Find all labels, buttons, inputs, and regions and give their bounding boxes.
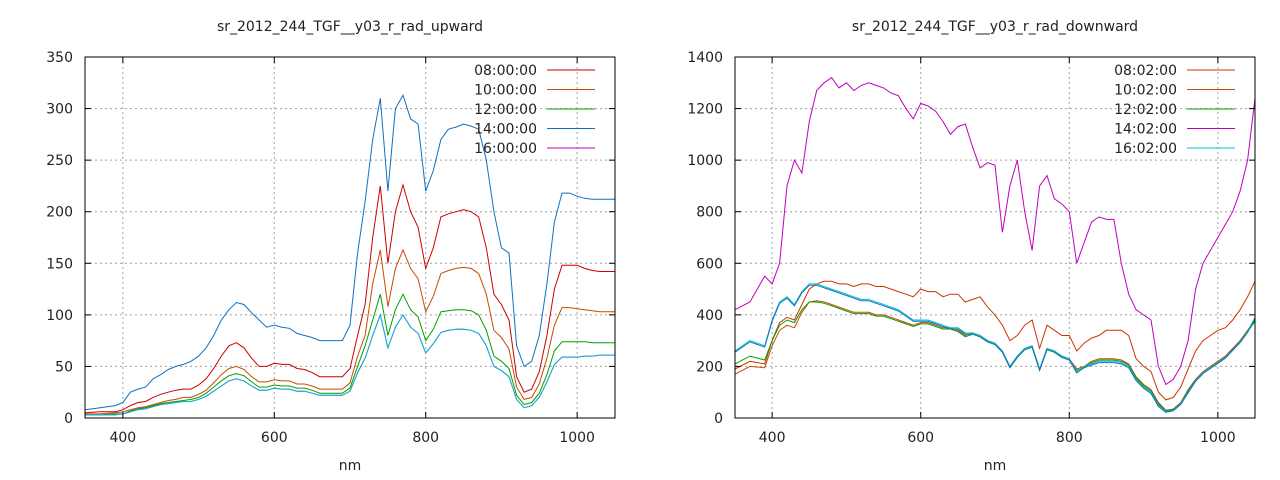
x-tick-label: 400 [759,430,786,446]
legend-label: 16:02:00 [1114,141,1177,157]
series-line-0 [734,280,1256,401]
legend-label: 14:00:00 [474,122,537,138]
legend-label: 12:02:00 [1114,102,1177,118]
x-tick-label: 600 [261,430,288,446]
y-tick-label: 150 [46,256,73,272]
y-tick-label: 50 [55,359,73,375]
y-tick-label: 800 [696,205,723,221]
series-line-0 [84,183,615,414]
plot-frame [734,56,1256,419]
legend-label: 10:00:00 [474,83,537,99]
x-axis-label: nm [984,458,1007,474]
y-tick-label: 0 [64,411,73,427]
x-axis-label: nm [339,458,362,474]
y-tick-label: 1000 [687,153,723,169]
legend-label: 16:00:00 [474,141,537,157]
series-line-1 [734,300,1256,411]
chart-upward: 400 600 800 1000 0 50 100 150 200 250 300 350 sr_201… [46,19,616,474]
legend-label: 08:02:00 [1114,63,1177,79]
y-tick-label: 250 [46,153,73,169]
legend-label: 14:02:00 [1114,122,1177,138]
legend-label: 10:02:00 [1114,83,1177,99]
y-tick-label: 1400 [687,50,723,66]
x-tick-label: 400 [109,430,136,446]
x-tick-label: 1000 [1200,430,1236,446]
x-tick-label: 800 [412,430,439,446]
series-line-4 [85,313,615,416]
x-tick-label: 1000 [559,430,595,446]
legend-label: 08:00:00 [474,63,537,79]
series-line-2 [85,293,615,416]
chart-downward: 400 600 800 1000 0 200 400 600 800 1000 1200 1400 sr… [687,19,1256,474]
y-tick-label: 200 [696,359,723,375]
y-tick-label: 200 [46,205,73,221]
y-tick-label: 400 [696,308,723,324]
series-line-1 [85,248,615,415]
series-line-5 [734,284,1256,413]
x-tick-label: 800 [1056,430,1083,446]
series-line-4 [734,283,1256,413]
x-tick-label: 600 [907,430,934,446]
series-line-2 [734,301,1256,412]
series-line-5 [85,313,615,416]
y-tick-label: 600 [696,256,723,272]
chart-title: sr_2012_244_TGF__y03_r_rad_upward [217,19,483,35]
chart-title: sr_2012_244_TGF__y03_r_rad_downward [852,19,1138,35]
plot-frame [84,56,616,419]
y-tick-label: 300 [46,102,73,118]
y-tick-label: 100 [46,308,73,324]
series-line-3 [734,76,1256,386]
y-tick-label: 350 [46,50,73,66]
y-tick-label: 1200 [687,102,723,118]
legend-label: 12:00:00 [474,102,537,118]
series-line-3 [84,93,615,411]
y-tick-label: 0 [714,411,723,427]
